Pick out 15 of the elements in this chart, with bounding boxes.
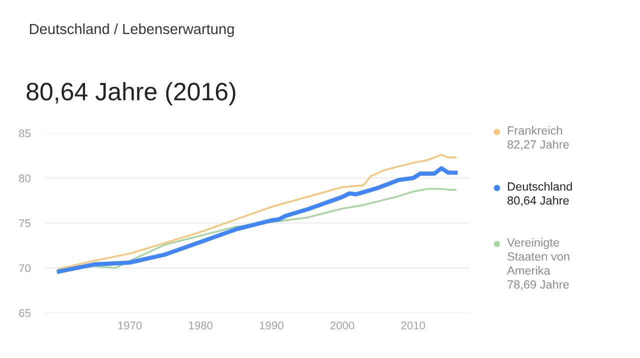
chart-subtitle: 80,64 Jahre (2016) (26, 82, 236, 106)
x-tick-label: 2010 (401, 322, 426, 330)
legend-label: Frankreich 82,27 Jahre (508, 126, 569, 150)
chart-title: Deutschland / Lebenserwartung (30, 23, 234, 38)
y-tick-label: 70 (19, 264, 30, 272)
x-tick-label: 1970 (118, 322, 142, 330)
legend-label: Vereinigte Staaten von Amerika 78,69 Jahre (507, 238, 570, 290)
y-tick-label: 80 (19, 174, 30, 182)
y-tick-label: 85 (19, 129, 30, 138)
x-tick-label: 1990 (260, 322, 284, 330)
x-tick-label: 2000 (330, 322, 354, 330)
y-tick-label: 65 (19, 309, 30, 318)
legend-label: Deutschland 80,64 Jahre (508, 182, 572, 206)
x-tick-label: 1980 (189, 322, 213, 330)
y-tick-label: 75 (19, 219, 30, 228)
